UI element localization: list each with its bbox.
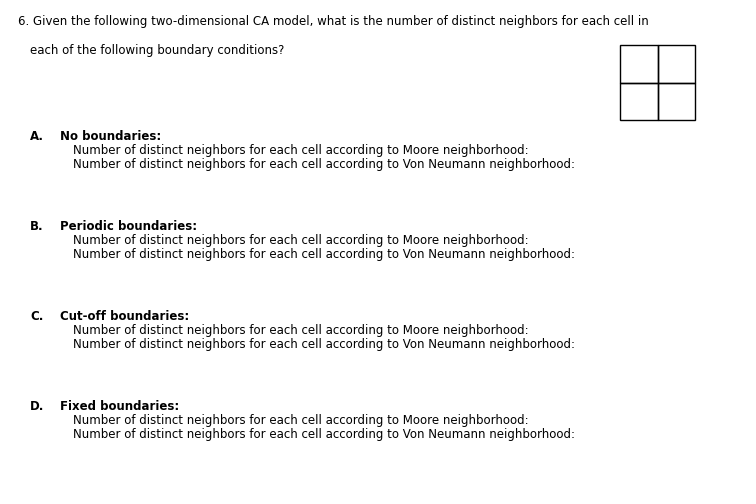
Text: C.: C.	[30, 310, 43, 323]
Text: Number of distinct neighbors for each cell according to Von Neumann neighborhood: Number of distinct neighbors for each ce…	[73, 338, 575, 351]
Text: Fixed boundaries:: Fixed boundaries:	[60, 400, 179, 413]
Text: each of the following boundary conditions?: each of the following boundary condition…	[30, 44, 284, 57]
Text: B.: B.	[30, 220, 44, 233]
Text: Number of distinct neighbors for each cell according to Moore neighborhood:: Number of distinct neighbors for each ce…	[73, 324, 528, 337]
Text: Periodic boundaries:: Periodic boundaries:	[60, 220, 197, 233]
Text: Number of distinct neighbors for each cell according to Von Neumann neighborhood: Number of distinct neighbors for each ce…	[73, 428, 575, 441]
Bar	[620, 83, 658, 120]
Text: 6. Given the following two-dimensional CA model, what is the number of distinct : 6. Given the following two-dimensional C…	[18, 15, 649, 28]
Text: No boundaries:: No boundaries:	[60, 130, 161, 143]
Text: Number of distinct neighbors for each cell according to Moore neighborhood:: Number of distinct neighbors for each ce…	[73, 144, 528, 157]
Bar	[658, 83, 695, 120]
Text: Number of distinct neighbors for each cell according to Moore neighborhood:: Number of distinct neighbors for each ce…	[73, 234, 528, 247]
Text: Number of distinct neighbors for each cell according to Moore neighborhood:: Number of distinct neighbors for each ce…	[73, 414, 528, 427]
Bar	[658, 45, 695, 83]
Text: D.: D.	[30, 400, 45, 413]
Text: Number of distinct neighbors for each cell according to Von Neumann neighborhood: Number of distinct neighbors for each ce…	[73, 248, 575, 261]
Bar	[620, 45, 658, 83]
Text: A.: A.	[30, 130, 44, 143]
Text: Number of distinct neighbors for each cell according to Von Neumann neighborhood: Number of distinct neighbors for each ce…	[73, 158, 575, 171]
Text: Cut-off boundaries:: Cut-off boundaries:	[60, 310, 189, 323]
